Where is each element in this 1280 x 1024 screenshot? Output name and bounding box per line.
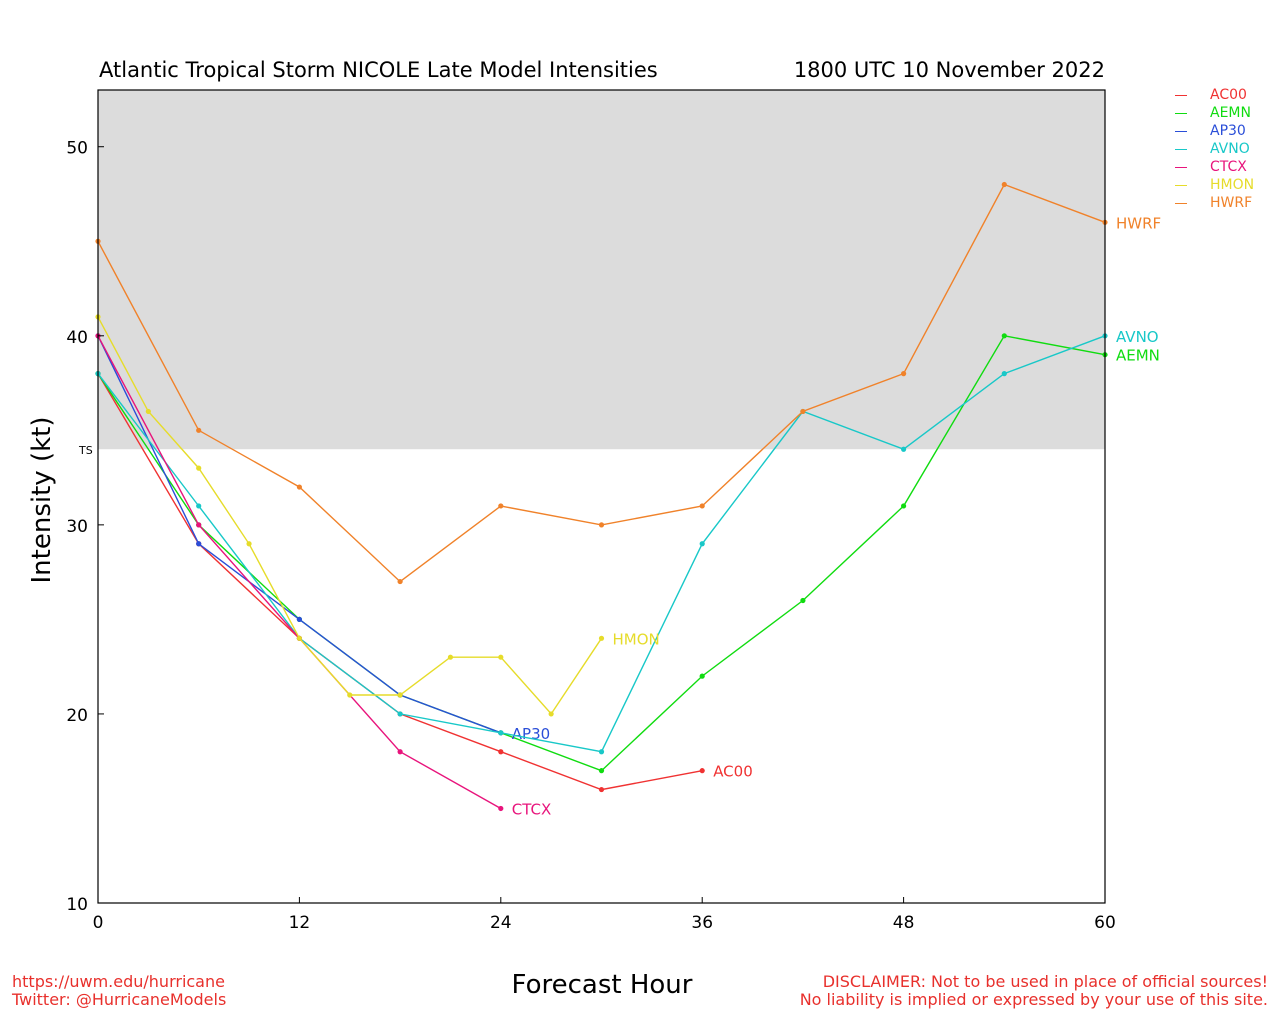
chart-date: 1800 UTC 10 November 2022 [793,58,1105,82]
data-point-ctcx [498,805,504,812]
data-point-avno [498,730,504,736]
data-point-hwrf [196,427,202,433]
legend-label: AC00 [1210,87,1247,103]
y-tick-label: 20 [66,706,88,726]
y-tick-label: 10 [66,895,88,915]
ts-shaded-region [98,90,1105,450]
legend-swatch [1175,184,1187,186]
legend-label: AEMN [1210,105,1251,121]
data-point-hmon [548,711,554,717]
data-point-aemn [901,503,907,509]
y-tick-label: 30 [66,517,88,537]
end-label-ctcx: CTCX [512,800,552,818]
data-point-ap30 [196,541,202,547]
end-label-hwrf: HWRF [1116,214,1161,232]
legend-label: AVNO [1210,141,1250,157]
data-point-avno [1001,371,1007,377]
end-label-ap30: AP30 [512,725,550,743]
data-point-hmon [498,654,504,660]
data-point-hmon [347,692,353,698]
data-point-hmon [145,408,151,415]
series-avno: AVNO [95,328,1159,755]
legend-item-ctcx: CTCX [1175,158,1254,176]
data-point-hmon [397,692,403,698]
legend-swatch [1175,94,1187,96]
data-point-aemn [800,597,806,604]
data-point-hmon [196,465,202,471]
data-point-hmon [447,654,454,660]
data-point-ac00 [598,786,605,793]
data-point-hmon [598,635,605,641]
data-point-avno [699,541,705,547]
data-point-hwrf [397,578,403,585]
legend-label: HWRF [1210,195,1253,211]
data-point-hwrf [296,484,302,490]
end-label-aemn: AEMN [1116,347,1160,365]
legend-swatch [1175,112,1187,114]
series-hmon: HMON [95,314,660,717]
chart-legend: AC00 AEMN AP30 AVNO CTCX HMON HWRF [1175,86,1254,212]
ts-threshold-label: TS [78,444,93,457]
data-point-avno [598,749,605,755]
disclaimer-line-2: No liability is implied or expressed by … [799,990,1268,1009]
data-point-ap30 [296,616,302,622]
end-label-ac00: AC00 [713,763,753,781]
legend-label: HMON [1210,177,1255,193]
data-point-hwrf [1001,181,1007,188]
data-point-hmon [246,541,252,547]
credit-url: https://uwm.edu/hurricane [12,972,225,991]
data-point-ctcx [397,749,403,755]
x-tick-label: 0 [93,913,104,933]
y-tick-label: 50 [66,139,88,159]
legend-item-hwrf: HWRF [1175,194,1254,212]
legend-swatch [1175,148,1187,150]
disclaimer-line-1: DISCLAIMER: Not to be used in place of o… [822,972,1268,991]
data-point-aemn [699,673,705,679]
x-tick-label: 48 [893,913,915,933]
data-point-hwrf [901,371,907,377]
legend-swatch [1175,166,1187,168]
x-tick-label: 60 [1094,913,1116,933]
legend-swatch [1175,130,1187,132]
legend-label: CTCX [1210,159,1247,175]
x-axis-label: Forecast Hour [511,970,693,1000]
data-point-hmon [296,635,302,641]
x-tick-label: 12 [289,913,311,933]
legend-swatch [1175,202,1187,204]
credits: https://uwm.edu/hurricane Twitter: @Hurr… [12,973,226,1009]
legend-item-ac00: AC00 [1175,86,1254,104]
data-point-hwrf [598,522,605,528]
x-tick-label: 24 [490,913,512,933]
chart-title: Atlantic Tropical Storm NICOLE Late Mode… [99,58,658,82]
legend-item-ap30: AP30 [1175,122,1254,140]
data-point-avno [901,446,907,452]
end-label-avno: AVNO [1116,328,1159,346]
data-point-avno [397,711,403,717]
data-point-hwrf [498,503,504,509]
data-point-hwrf [800,408,806,415]
data-point-ac00 [699,768,705,774]
data-point-aemn [1001,333,1007,339]
legend-item-avno: AVNO [1175,140,1254,158]
data-point-avno [196,503,202,509]
legend-item-aemn: AEMN [1175,104,1254,122]
disclaimer: DISCLAIMER: Not to be used in place of o… [800,973,1268,1009]
legend-item-hmon: HMON [1175,176,1254,194]
data-point-hwrf [699,503,705,509]
data-point-ctcx [196,522,202,528]
data-point-ac00 [498,749,504,755]
data-point-aemn [598,768,605,774]
credit-twitter: Twitter: @HurricaneModels [12,990,227,1009]
end-label-hmon: HMON [613,630,660,648]
x-tick-label: 36 [691,913,713,933]
y-tick-label: 40 [66,328,88,348]
plot-frame [97,89,1106,904]
y-axis-label: Intensity (kt) [27,416,57,584]
legend-label: AP30 [1210,123,1246,139]
